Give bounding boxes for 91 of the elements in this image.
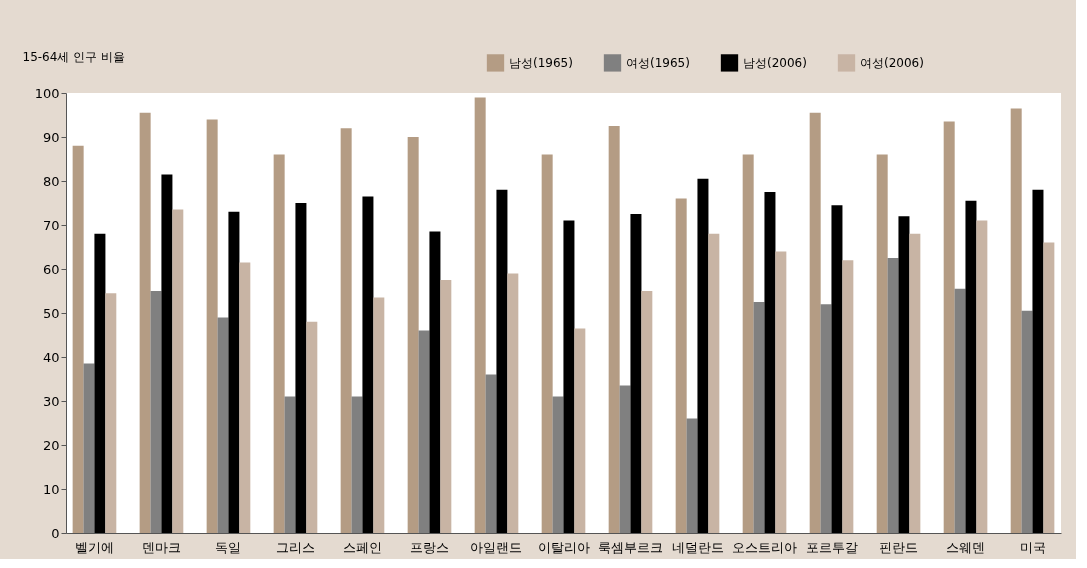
bar <box>340 128 352 533</box>
bar <box>708 233 720 533</box>
y-tick-label: 0 <box>51 525 60 541</box>
bar <box>418 330 430 533</box>
bar <box>842 260 854 533</box>
bar <box>686 418 698 533</box>
bar <box>295 203 307 533</box>
x-tick-label: 스페인 <box>342 539 382 555</box>
bar <box>1032 189 1044 533</box>
x-tick-label: 아일랜드 <box>470 539 523 555</box>
legend-label: 남성(2006) <box>743 55 807 70</box>
bar <box>139 112 151 533</box>
bar <box>373 297 385 533</box>
bar <box>775 251 787 533</box>
bar <box>552 396 564 533</box>
bar <box>507 273 519 533</box>
bar <box>351 396 363 533</box>
x-tick-label: 그리스 <box>275 539 315 555</box>
bar <box>563 220 575 533</box>
bar <box>440 280 452 533</box>
bar <box>619 385 631 533</box>
y-tick-label: 90 <box>42 129 60 145</box>
bar <box>954 288 966 533</box>
bar <box>876 154 888 533</box>
x-tick-label: 프랑스 <box>409 539 449 555</box>
y-tick-label: 60 <box>42 261 60 277</box>
y-axis-title: 15-64세 인구 비율 <box>22 49 125 64</box>
bar <box>641 291 653 533</box>
bar <box>943 121 955 533</box>
legend-label: 여성(2006) <box>860 55 924 70</box>
bar <box>742 154 754 533</box>
x-tick-label: 이탈리아 <box>537 539 590 555</box>
bar <box>764 192 776 533</box>
bar <box>83 363 95 533</box>
bar <box>675 198 687 533</box>
bar <box>273 154 285 533</box>
bar <box>239 262 251 533</box>
bar <box>1021 310 1033 533</box>
bar <box>72 145 84 533</box>
bar <box>965 200 977 533</box>
y-tick-label: 70 <box>42 217 60 233</box>
bar <box>228 211 240 533</box>
bar <box>831 205 843 533</box>
bar <box>485 374 497 533</box>
bar <box>809 112 821 533</box>
y-tick-label: 30 <box>42 393 60 409</box>
y-tick-label: 100 <box>34 85 60 101</box>
y-tick-label: 40 <box>42 349 60 365</box>
bar <box>429 231 441 533</box>
x-tick-label: 네덜란드 <box>671 539 724 555</box>
bar <box>697 178 709 533</box>
x-tick-label: 포르투갈 <box>805 539 858 555</box>
bar <box>820 304 832 533</box>
bar <box>753 302 765 533</box>
bar <box>630 214 642 533</box>
bar <box>1010 108 1022 533</box>
bar <box>574 328 586 533</box>
x-tick-label: 룩셈부르크 <box>598 539 663 555</box>
bar <box>306 321 318 533</box>
y-tick-label: 80 <box>42 173 60 189</box>
bar <box>407 137 419 533</box>
legend-label: 남성(1965) <box>509 55 573 70</box>
bar <box>541 154 553 533</box>
bar <box>206 119 218 533</box>
bar <box>898 216 910 533</box>
x-tick-label: 스웨덴 <box>946 539 986 555</box>
x-tick-label: 오스트리아 <box>732 539 798 555</box>
x-tick-label: 벨기에 <box>74 539 114 555</box>
bar <box>976 220 988 533</box>
bar <box>94 233 106 533</box>
bar <box>496 189 508 533</box>
x-tick-label: 미국 <box>1019 539 1046 555</box>
x-tick-label: 덴마크 <box>141 539 181 555</box>
y-tick-label: 20 <box>42 437 60 453</box>
bar <box>909 233 921 533</box>
bar <box>105 293 117 533</box>
bar <box>161 174 173 533</box>
bar <box>1043 242 1055 533</box>
bar <box>887 258 899 533</box>
bar <box>150 291 162 533</box>
bar <box>474 97 486 533</box>
bar <box>172 209 184 533</box>
bar <box>217 317 229 533</box>
y-tick-label: 50 <box>42 305 60 321</box>
legend-label: 여성(1965) <box>626 55 690 70</box>
bar <box>608 126 620 533</box>
x-tick-label: 핀란드 <box>879 539 919 555</box>
y-tick-label: 10 <box>42 481 60 497</box>
x-tick-label: 독일 <box>215 539 242 555</box>
bar <box>284 396 296 533</box>
bar <box>362 196 374 533</box>
